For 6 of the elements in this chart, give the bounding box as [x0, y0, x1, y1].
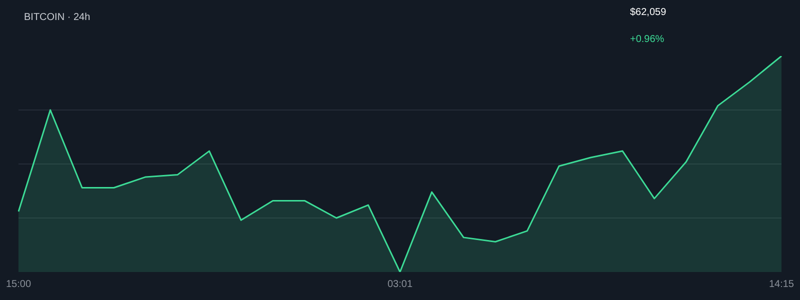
x-tick-label: 15:00 — [6, 278, 32, 290]
text: $62,059 — [630, 7, 666, 18]
chart-title: BITCOIN · 24h — [24, 12, 90, 23]
x-tick-label: 14:15 — [768, 278, 794, 290]
x-tick-label: 03:01 — [387, 278, 413, 290]
text: +0.96% — [630, 34, 664, 45]
